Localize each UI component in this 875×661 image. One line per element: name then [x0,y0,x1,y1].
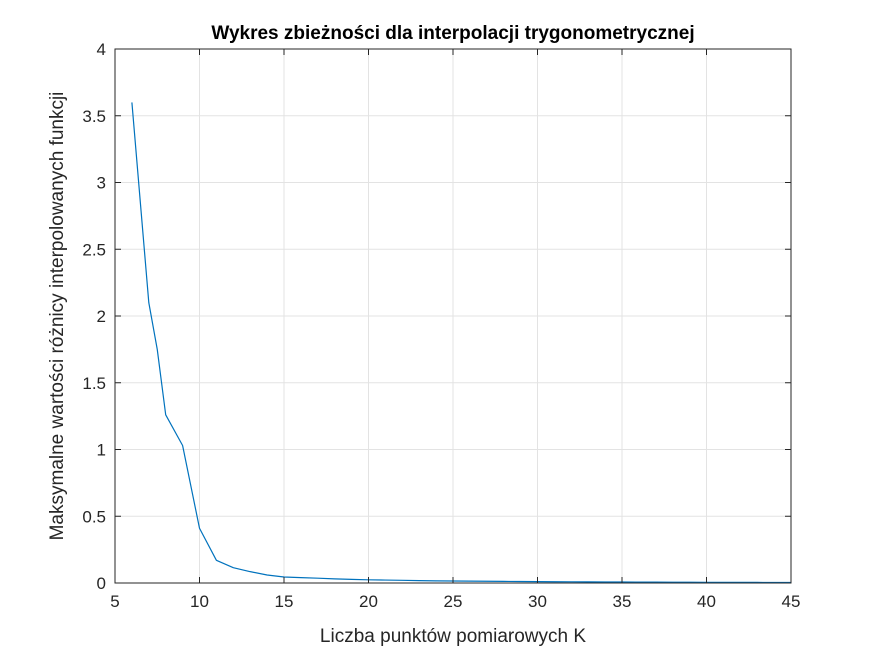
y-tick-label: 2 [97,307,106,326]
y-tick-label: 0 [97,574,106,593]
x-tick-label: 15 [275,592,294,611]
y-tick-label: 0.5 [82,507,106,526]
y-tick-label: 1 [97,441,106,460]
x-axis-label: Liczba punktów pomiarowych K [320,626,586,647]
x-tick-label: 40 [697,592,716,611]
y-axis-label: Maksymalne wartości różnicy interpolowan… [47,92,68,541]
x-tick-label: 45 [782,592,801,611]
x-tick-label: 5 [110,592,119,611]
y-tick-label: 3 [97,174,106,193]
x-tick-label: 30 [528,592,547,611]
x-tick-label: 35 [613,592,632,611]
y-tick-label: 4 [97,40,106,59]
x-tick-label: 20 [359,592,378,611]
x-tick-label: 10 [190,592,209,611]
x-tick-label: 25 [444,592,463,611]
y-tick-label: 1.5 [82,374,106,393]
ticks: 5 10 15 20 25 30 35 40 45 0 0.5 1 1.5 2 2.5 3 3.5 4 [82,40,800,611]
chart-title: Wykres zbieżności dla interpolacji trygo… [211,23,694,44]
y-tick-label: 2.5 [82,240,106,259]
y-tick-label: 3.5 [82,107,106,126]
